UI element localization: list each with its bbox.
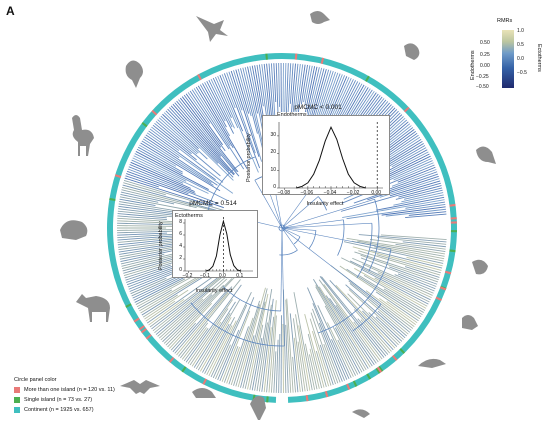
- bat-silhouette-icon: [120, 380, 160, 394]
- x-tick-label: −0.02: [346, 190, 360, 196]
- salamander-silhouette-icon: [418, 358, 446, 368]
- y-tick-label: 6: [179, 231, 182, 237]
- x-tick-label: 0.1: [236, 273, 244, 279]
- endotherms-inset-label: Endotherms: [277, 112, 307, 118]
- colorbar-tick: 0.5: [517, 42, 524, 48]
- lizard-silhouette-icon: [472, 259, 488, 275]
- kangaroo-silhouette-icon: [250, 396, 266, 420]
- legend-swatch: [14, 407, 20, 413]
- x-tick-label: −0.08: [277, 190, 291, 196]
- bird-silhouette-icon: [404, 43, 420, 60]
- legend-label: Continent (n = 1925 vs. 657): [24, 407, 94, 413]
- finch-silhouette-icon: [476, 146, 496, 164]
- y-tick-label: 4: [179, 243, 182, 249]
- ectotherms-side-label: Ectotherms: [536, 44, 542, 72]
- parrot-silhouette-icon: [125, 60, 143, 88]
- colorbar-tick: −0.5: [517, 70, 527, 76]
- endotherms-xlabel: Insularity effect: [306, 201, 344, 207]
- colorbar: [502, 30, 514, 88]
- ostrich-silhouette-icon: [72, 115, 94, 156]
- phylogeny-tree: [117, 63, 447, 393]
- colorbar-left-tick: 0.50: [480, 40, 490, 46]
- ectotherms-posterior-plot: [172, 210, 258, 278]
- y-tick-label: 30: [270, 131, 276, 138]
- y-tick-label: 8: [179, 219, 182, 225]
- deer-silhouette-icon: [76, 294, 110, 322]
- endotherms-side-label: Endotherms: [470, 50, 476, 80]
- x-tick-label: 0.0: [218, 273, 226, 279]
- ectotherms-pmcmc-title: pMCMC = 0.514: [189, 200, 237, 207]
- legend-item: Continent (n = 1925 vs. 657): [14, 405, 115, 415]
- endotherms-ylabel: Posterior probability: [246, 133, 252, 182]
- colorbar-tick: 0.0: [517, 56, 524, 62]
- legend-label: More than one island (n = 120 vs. 11): [24, 387, 115, 393]
- x-tick-label: 0.00: [371, 190, 382, 196]
- y-tick-label: 20: [270, 149, 276, 156]
- x-tick-label: −0.1: [199, 273, 210, 279]
- colorbar-title: RMRs: [497, 18, 513, 24]
- animal-silhouettes: [60, 11, 496, 420]
- legend-item: Single island (n = 73 vs. 27): [14, 395, 115, 405]
- x-tick-label: −0.06: [300, 190, 314, 196]
- endotherms-pmcmc-title: pMCMC < 0.001: [294, 104, 342, 111]
- legend-label: Single island (n = 73 vs. 27): [24, 397, 93, 403]
- y-tick-label: 2: [179, 255, 182, 261]
- eagle-silhouette-icon: [196, 16, 228, 42]
- endotherms-posterior-plot: [262, 115, 390, 195]
- y-tick-label: 0: [179, 267, 182, 273]
- density-curve: [296, 125, 366, 189]
- colorbar-left-tick: 0.00: [480, 63, 490, 69]
- circle-panel-legend: Circle panel color More than one island …: [14, 375, 115, 415]
- rat-silhouette-icon: [192, 388, 216, 398]
- colorbar-left-tick: −0.50: [476, 84, 489, 90]
- legend-swatch: [14, 387, 20, 393]
- x-tick-label: −0.04: [323, 190, 337, 196]
- x-tick-label: −0.2: [182, 273, 193, 279]
- gecko-silhouette-icon: [352, 409, 370, 418]
- panel-letter: A: [6, 4, 15, 18]
- colorbar-left-tick: 0.25: [480, 52, 490, 58]
- y-tick-label: 10: [270, 166, 276, 173]
- colorbar-left-tick: −0.25: [476, 74, 489, 80]
- ectotherms-ylabel: Posterior probability: [158, 221, 164, 270]
- colorbar-tick: 1.0: [517, 28, 524, 34]
- circle-legend-title: Circle panel color: [14, 377, 57, 383]
- frog-silhouette-icon: [462, 315, 478, 330]
- ectotherms-xlabel: Insularity effect: [195, 288, 233, 294]
- island-status-ring: [107, 53, 457, 403]
- rodent-silhouette-icon: [60, 220, 88, 240]
- legend-swatch: [14, 397, 20, 403]
- ectotherms-inset-label: Ectotherms: [175, 213, 203, 219]
- y-tick-label: 0: [273, 184, 276, 190]
- legend-item: More than one island (n = 120 vs. 11): [14, 385, 115, 395]
- songbird-silhouette-icon: [310, 11, 330, 24]
